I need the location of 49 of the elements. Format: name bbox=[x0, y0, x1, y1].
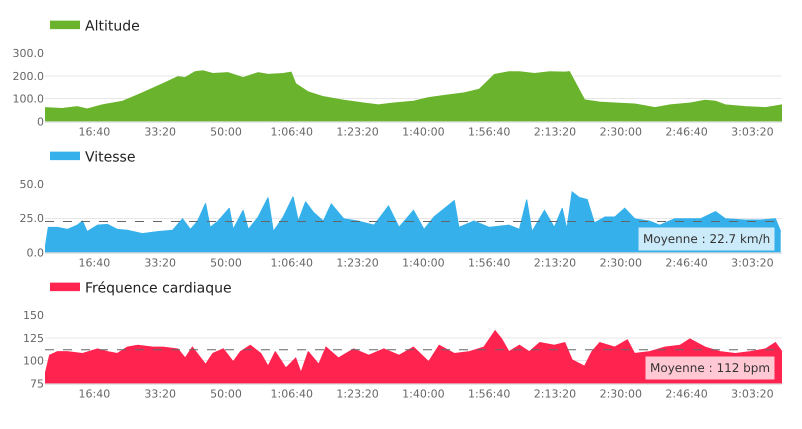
x-tick-label: 1:56:40 bbox=[468, 388, 510, 401]
x-tick-label: 1:06:40 bbox=[270, 256, 313, 270]
x-tick-label: 1:06:40 bbox=[270, 388, 313, 401]
x-tick-label: 1:56:40 bbox=[468, 126, 510, 139]
x-tick-label: 1:40:00 bbox=[402, 126, 445, 139]
x-tick-label: 1:23:20 bbox=[336, 256, 379, 270]
y-tick-label: 200.0 bbox=[12, 70, 44, 83]
x-tick-label: 2:30:00 bbox=[600, 388, 642, 401]
x-tick-label: 2:30:00 bbox=[600, 256, 642, 270]
y-tick-label: 0 bbox=[37, 115, 44, 128]
x-tick-label: 50:00 bbox=[210, 388, 242, 401]
x-tick-label: 2:30:00 bbox=[600, 126, 642, 139]
x-tick-label: 2:13:20 bbox=[534, 388, 576, 401]
x-tick-label: 2:46:40 bbox=[665, 126, 708, 139]
x-tick-label: 16:40 bbox=[78, 256, 110, 270]
legend-label: Vitesse bbox=[85, 150, 136, 166]
ref-line-label: Moyenne : 22.7 km/h bbox=[643, 232, 770, 246]
x-tick-label: 33:20 bbox=[144, 388, 176, 401]
x-tick-label: 1:23:20 bbox=[336, 388, 379, 401]
x-tick-label: 1:56:40 bbox=[468, 256, 510, 270]
legend-label: Altitude bbox=[85, 18, 140, 35]
x-tick-label: 2:13:20 bbox=[534, 256, 576, 270]
x-tick-label: 3:03:20 bbox=[731, 126, 774, 139]
x-tick-label: 2:13:20 bbox=[534, 126, 576, 139]
x-tick-label: 2:46:40 bbox=[665, 388, 708, 401]
y-tick-label: 125 bbox=[23, 332, 44, 345]
x-tick-label: 1:23:20 bbox=[336, 126, 379, 139]
x-tick-label: 50:00 bbox=[210, 126, 242, 139]
x-tick-label: 2:46:40 bbox=[665, 256, 708, 270]
y-tick-label: 300.0 bbox=[12, 47, 44, 60]
x-tick-label: 16:40 bbox=[78, 388, 110, 401]
y-tick-label: 75 bbox=[30, 377, 44, 390]
ref-line-label: Moyenne : 112 bpm bbox=[650, 361, 770, 375]
x-tick-label: 16:40 bbox=[78, 126, 110, 139]
y-tick-label: 100.0 bbox=[12, 92, 44, 106]
x-tick-label: 50:00 bbox=[210, 256, 242, 270]
legend-label: Fréquence cardiaque bbox=[85, 280, 232, 297]
x-tick-label: 33:20 bbox=[144, 256, 176, 270]
x-tick-label: 33:20 bbox=[144, 126, 176, 139]
y-tick-label: 25.0 bbox=[20, 212, 44, 226]
y-tick-label: 0.0 bbox=[26, 246, 44, 260]
x-tick-label: 1:40:00 bbox=[402, 388, 445, 401]
y-tick-label: 150 bbox=[23, 309, 44, 322]
y-tick-label: 100 bbox=[23, 354, 44, 368]
y-tick-label: 50.0 bbox=[20, 178, 44, 192]
x-tick-label: 1:06:40 bbox=[270, 126, 313, 139]
x-tick-label: 1:40:00 bbox=[402, 256, 445, 270]
x-tick-label: 3:03:20 bbox=[731, 256, 774, 270]
x-tick-label: 3:03:20 bbox=[731, 388, 774, 401]
